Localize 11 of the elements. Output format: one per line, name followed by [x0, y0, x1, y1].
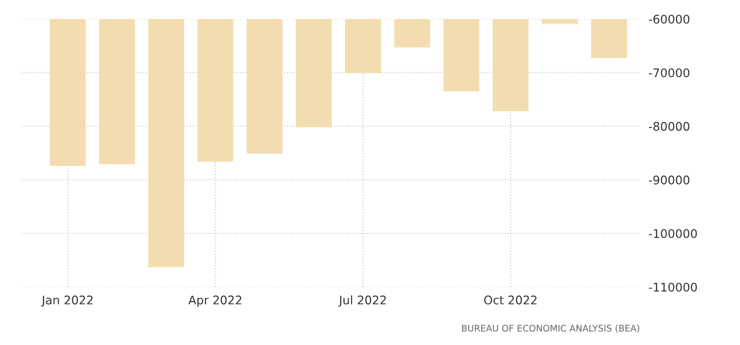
x-tick-label: Jul 2022 — [338, 295, 386, 307]
y-tick-label: -90000 — [648, 176, 690, 184]
y-tick-label: -100000 — [648, 229, 697, 238]
y-tick-label: -60000 — [648, 14, 690, 24]
x-tick-label: Oct 2022 — [484, 296, 537, 304]
y-tick-label: -70000 — [648, 68, 690, 78]
y-tick-label: -110000 — [648, 282, 697, 292]
text: BUREAU OF ECONOMIC ANALYSIS (BEA) — [462, 324, 640, 333]
x-tick-label: Jan 2022 — [41, 296, 93, 307]
y-tick-label: -80000 — [648, 122, 690, 131]
x-tick-label: Apr 2022 — [188, 296, 242, 307]
